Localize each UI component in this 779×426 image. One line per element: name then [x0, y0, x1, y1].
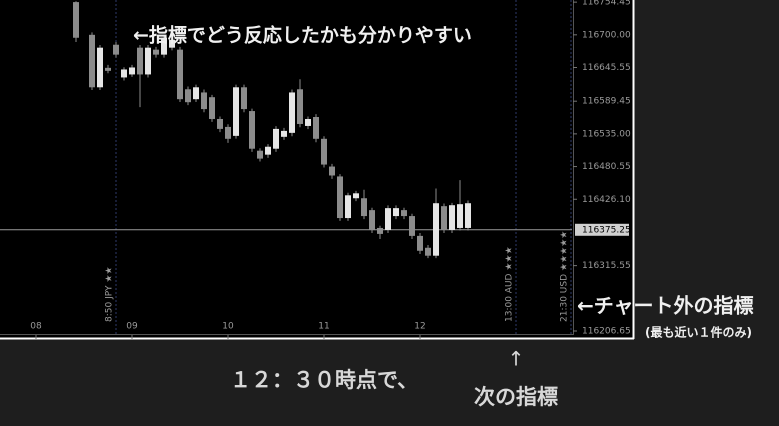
x-tick-label: 12	[414, 322, 425, 332]
y-tick-label: 116426.10	[582, 195, 631, 205]
annotation: (最も近い１件のみ)	[645, 325, 752, 340]
candle-body	[185, 89, 191, 103]
candle-body	[369, 210, 375, 230]
candle-body	[257, 150, 263, 159]
candle-body	[233, 87, 239, 136]
candle-body	[89, 34, 95, 88]
candle-body	[113, 44, 119, 55]
candle-body	[105, 67, 111, 71]
candle-body	[449, 205, 455, 230]
y-tick-label: 116700.00	[582, 30, 631, 40]
x-tick-label: 09	[126, 322, 138, 332]
x-tick-label: 08	[30, 322, 42, 332]
y-tick-label: 116315.55	[582, 261, 631, 271]
current-price-box	[575, 223, 629, 236]
candle-body	[145, 47, 151, 75]
candle-body	[297, 89, 303, 124]
event-label: 8:50 JPY ★★	[105, 267, 115, 322]
candle-body	[417, 235, 423, 251]
current-price-label: 116375.25	[582, 225, 631, 235]
plot	[0, 0, 572, 335]
candle-body	[345, 195, 351, 219]
candle-body	[425, 247, 431, 256]
annotation: 次の指標	[474, 385, 558, 409]
axes: 116754.45 116700.00 116645.55 116589.45 1165…	[30, 0, 631, 339]
candle-body	[289, 92, 295, 133]
candle-body	[313, 117, 319, 139]
candle-body	[273, 128, 279, 149]
candle-body	[409, 216, 415, 236]
candle-body	[121, 69, 127, 78]
candle-body	[129, 67, 135, 75]
candle-body	[457, 204, 463, 228]
y-tick-label: 116645.55	[582, 63, 631, 73]
candle-body	[201, 92, 207, 110]
x-tick-label: 11	[318, 322, 329, 332]
candle-body	[321, 138, 327, 165]
candle-body	[161, 37, 167, 55]
y-tick-label: 116480.55	[582, 162, 631, 172]
plot-background	[0, 0, 633, 338]
y-tick-label: 116754.45	[582, 0, 631, 8]
candle-body	[169, 39, 175, 48]
candle-body	[137, 47, 143, 75]
candle-body	[281, 130, 287, 137]
y-tick-label: 116206.65	[582, 327, 631, 337]
event-label: 21:30 USD ★★★★★	[560, 231, 570, 322]
candle-body	[393, 208, 399, 217]
event-label: 13:00 AUD ★★★	[505, 246, 515, 322]
x-tick-label: 10	[222, 322, 234, 332]
candle-body	[465, 203, 471, 228]
candle-body	[265, 146, 271, 155]
candle-body	[209, 97, 215, 119]
candle-body	[377, 227, 383, 234]
candle-body	[153, 49, 159, 55]
annotation: ←指標でどう反応したかも分かりやすい	[133, 24, 472, 47]
candle-body	[97, 47, 103, 88]
candle-body	[193, 87, 199, 100]
candle-body	[361, 198, 367, 217]
candle-body	[329, 166, 335, 176]
candle-body	[441, 206, 447, 230]
candle-body	[241, 87, 247, 110]
candle-body	[177, 49, 183, 100]
candle-body	[217, 118, 223, 129]
candle-body	[73, 2, 79, 38]
candle-body	[225, 126, 231, 139]
candle-body	[249, 111, 255, 149]
candle-body	[337, 176, 343, 219]
candle-body	[353, 193, 359, 199]
annotation: ↑	[508, 347, 525, 371]
candle-body	[385, 208, 391, 230]
candle-body	[433, 203, 439, 256]
candle-body	[401, 210, 407, 217]
annotation: ←チャート外の指標	[577, 294, 754, 318]
y-tick-label: 116535.00	[582, 129, 631, 139]
y-tick-label: 116589.45	[582, 97, 631, 107]
candle-body	[305, 118, 311, 126]
annotation: １２：３０時点で、	[230, 368, 418, 392]
